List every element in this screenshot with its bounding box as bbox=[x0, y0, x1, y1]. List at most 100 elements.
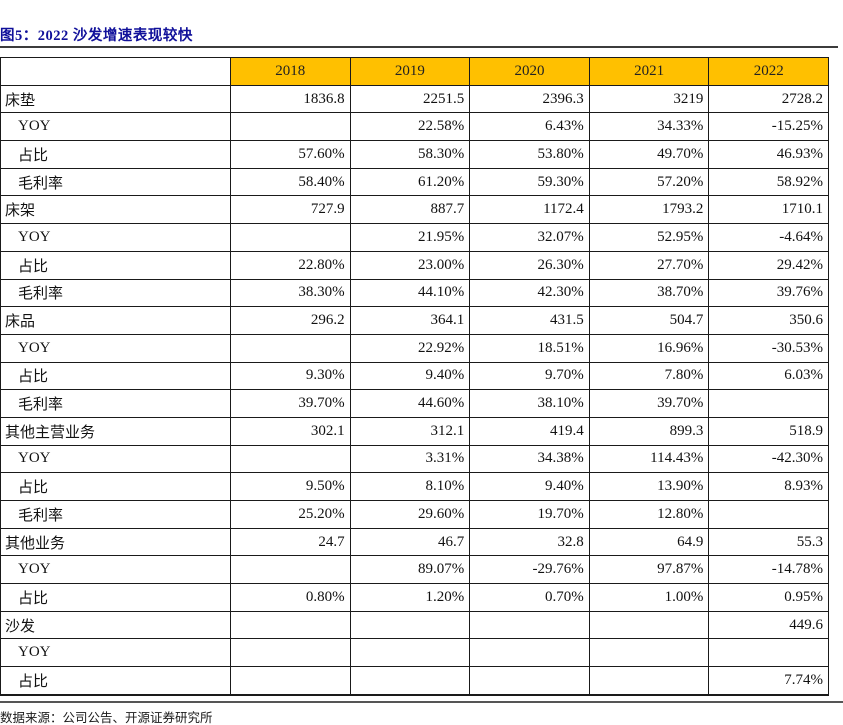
value-cell bbox=[708, 389, 829, 418]
value-cell: 18.51% bbox=[469, 333, 590, 363]
value-cell: 22.58% bbox=[349, 112, 471, 142]
row-label-cell: YOY bbox=[0, 223, 231, 252]
footer-divider bbox=[0, 701, 843, 703]
table-row: YOY 89.07% -29.76% 97.87% -14.78% bbox=[0, 555, 829, 585]
value-cell: 2251.5 bbox=[349, 84, 471, 114]
value-cell: -29.76% bbox=[469, 555, 590, 585]
row-label-cell: YOY bbox=[0, 638, 231, 668]
value-cell: 55.3 bbox=[708, 527, 829, 557]
row-label-cell: 占比 bbox=[0, 472, 231, 501]
value-cell: -42.30% bbox=[708, 444, 829, 474]
value-cell: 504.7 bbox=[588, 306, 710, 335]
value-cell: 312.1 bbox=[349, 416, 471, 446]
value-cell: 61.20% bbox=[349, 167, 471, 197]
value-cell bbox=[230, 223, 351, 252]
value-cell: 29.42% bbox=[708, 250, 829, 280]
value-cell bbox=[349, 610, 471, 640]
value-cell: 1172.4 bbox=[469, 195, 590, 225]
figure-title: 图5：2022 沙发增速表现较快 bbox=[0, 28, 193, 44]
value-cell: 23.00% bbox=[349, 250, 471, 280]
value-cell: -15.25% bbox=[708, 112, 829, 142]
value-cell: 8.93% bbox=[708, 472, 829, 501]
value-cell: 24.7 bbox=[230, 527, 351, 557]
value-cell: -30.53% bbox=[708, 333, 829, 363]
row-label-cell: 占比 bbox=[0, 666, 231, 696]
row-label-cell: YOY bbox=[0, 444, 231, 474]
value-cell: 46.7 bbox=[349, 527, 471, 557]
value-cell: 58.30% bbox=[349, 140, 471, 169]
table-row: 占比 22.80% 23.00% 26.30% 27.70% 29.42% bbox=[0, 250, 829, 280]
table-row: YOY 22.92% 18.51% 16.96% -30.53% bbox=[0, 333, 829, 363]
value-cell: 44.10% bbox=[349, 278, 471, 308]
value-cell: 57.60% bbox=[230, 140, 351, 169]
value-cell: 44.60% bbox=[349, 389, 471, 418]
value-cell: 9.40% bbox=[469, 472, 590, 501]
value-cell bbox=[349, 666, 471, 696]
value-cell: 8.10% bbox=[349, 472, 471, 501]
value-cell: 9.50% bbox=[230, 472, 351, 501]
table-row: YOY bbox=[0, 638, 829, 668]
value-cell: 57.20% bbox=[588, 167, 710, 197]
row-label-cell: 其他主营业务 bbox=[0, 416, 231, 446]
value-cell: 887.7 bbox=[349, 195, 471, 225]
value-cell: 350.6 bbox=[708, 306, 829, 335]
row-label-cell: 床架 bbox=[0, 195, 231, 225]
value-cell: 25.20% bbox=[230, 500, 351, 529]
table-row: 占比 57.60% 58.30% 53.80% 49.70% 46.93% bbox=[0, 140, 829, 169]
value-cell: 449.6 bbox=[708, 610, 829, 640]
value-cell bbox=[230, 444, 351, 474]
value-cell: 727.9 bbox=[230, 195, 351, 225]
table-body: 床垫 1836.8 2251.5 2396.3 3219 2728.2 YOY 22.58% 6… bbox=[0, 84, 829, 696]
table-row: 占比 0.80% 1.20% 0.70% 1.00% 0.95% bbox=[0, 583, 829, 612]
row-label-cell: YOY bbox=[0, 112, 231, 142]
value-cell bbox=[708, 500, 829, 529]
table-row: 床品 296.2 364.1 431.5 504.7 350.6 bbox=[0, 306, 829, 335]
value-cell: 58.40% bbox=[230, 167, 351, 197]
value-cell: 39.70% bbox=[588, 389, 710, 418]
row-label-cell: YOY bbox=[0, 555, 231, 585]
value-cell: 89.07% bbox=[349, 555, 471, 585]
value-cell bbox=[230, 610, 351, 640]
table-row: 占比 9.50% 8.10% 9.40% 13.90% 8.93% bbox=[0, 472, 829, 501]
value-cell: 1.00% bbox=[588, 583, 710, 612]
row-label-cell: 毛利率 bbox=[0, 500, 231, 529]
table-row: 毛利率 38.30% 44.10% 42.30% 38.70% 39.76% bbox=[0, 278, 829, 308]
value-cell: 29.60% bbox=[349, 500, 471, 529]
value-cell bbox=[469, 610, 590, 640]
value-cell: 12.80% bbox=[588, 500, 710, 529]
value-cell: 13.90% bbox=[588, 472, 710, 501]
row-label-cell: 毛利率 bbox=[0, 389, 231, 418]
value-cell: 1793.2 bbox=[588, 195, 710, 225]
value-cell: 2396.3 bbox=[469, 84, 590, 114]
financial-table: 2018 2019 2020 2021 2022 床垫 1836.8 2251.5 2396.… bbox=[0, 57, 829, 696]
corner-header-cell bbox=[0, 57, 231, 86]
year-header-cell: 2018 bbox=[230, 57, 351, 86]
row-label-cell: 床垫 bbox=[0, 84, 231, 114]
value-cell: 64.9 bbox=[588, 527, 710, 557]
value-cell bbox=[230, 112, 351, 142]
value-cell bbox=[469, 666, 590, 696]
value-cell: 419.4 bbox=[469, 416, 590, 446]
value-cell: 0.95% bbox=[708, 583, 829, 612]
value-cell: 38.70% bbox=[588, 278, 710, 308]
table-row: 占比 9.30% 9.40% 9.70% 7.80% 6.03% bbox=[0, 361, 829, 391]
row-label-cell: 床品 bbox=[0, 306, 231, 335]
row-label-cell: 占比 bbox=[0, 583, 231, 612]
row-label-cell: YOY bbox=[0, 333, 231, 363]
value-cell: 42.30% bbox=[469, 278, 590, 308]
row-label-cell: 占比 bbox=[0, 361, 231, 391]
table-row: 其他主营业务 302.1 312.1 419.4 899.3 518.9 bbox=[0, 416, 829, 446]
table-row: 床垫 1836.8 2251.5 2396.3 3219 2728.2 bbox=[0, 84, 829, 114]
value-cell: 0.70% bbox=[469, 583, 590, 612]
value-cell: 1.20% bbox=[349, 583, 471, 612]
value-cell: 59.30% bbox=[469, 167, 590, 197]
value-cell: 7.74% bbox=[708, 666, 829, 696]
value-cell: 32.8 bbox=[469, 527, 590, 557]
value-cell: 27.70% bbox=[588, 250, 710, 280]
value-cell: 9.40% bbox=[349, 361, 471, 391]
row-label-cell: 占比 bbox=[0, 250, 231, 280]
value-cell bbox=[469, 638, 590, 668]
table-row: 毛利率 58.40% 61.20% 59.30% 57.20% 58.92% bbox=[0, 167, 829, 197]
value-cell: 26.30% bbox=[469, 250, 590, 280]
